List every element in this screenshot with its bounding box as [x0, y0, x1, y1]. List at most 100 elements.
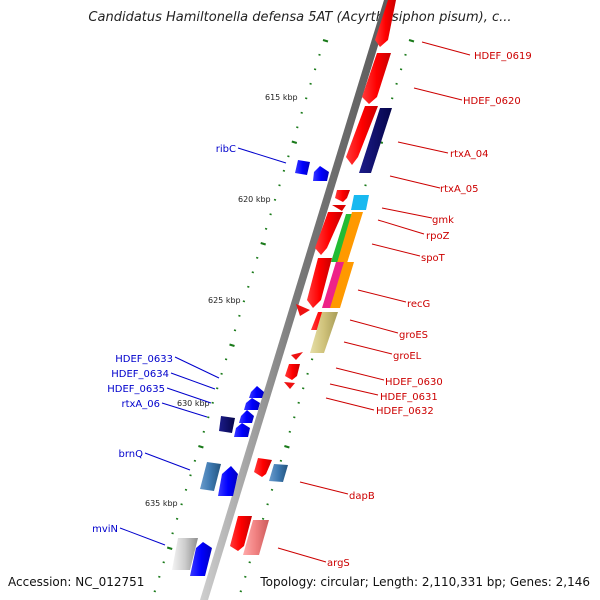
major-tick: [284, 445, 290, 449]
minor-tick: [318, 53, 321, 56]
scale-label-620: 620 kbp: [238, 195, 271, 204]
minor-tick: [364, 184, 367, 187]
gene-mviN[interactable]: [172, 538, 198, 570]
gene-dapB-red[interactable]: [254, 458, 272, 477]
gene-brnQ[interactable]: [200, 462, 221, 491]
gene-HDEF_0632[interactable]: [284, 382, 295, 389]
gene-recG-orange[interactable]: [330, 262, 354, 308]
label-HDEF_0634[interactable]: HDEF_0634: [111, 369, 169, 380]
gene-rpoZ[interactable]: [351, 195, 369, 210]
minor-tick: [404, 53, 407, 56]
minor-tick: [310, 358, 314, 361]
scale-label-635: 635 kbp: [145, 499, 178, 508]
label-HDEF_0619[interactable]: HDEF_0619: [474, 51, 532, 62]
major-tick: [408, 39, 415, 43]
label-spoT[interactable]: spoT: [421, 253, 446, 264]
minor-tick: [297, 401, 300, 404]
label-recG[interactable]: recG: [407, 299, 430, 310]
label-rtxA_04[interactable]: rtxA_04: [450, 149, 489, 160]
map-title: Candidatus Hamiltonella defensa 5AT (Acy…: [88, 10, 512, 25]
genome-summary-text: Topology: circular; Length: 2,110,331 bp…: [260, 575, 590, 589]
major-tick: [260, 242, 266, 246]
label-HDEF_0630[interactable]: HDEF_0630: [385, 377, 443, 388]
gene-rtxA_06-b[interactable]: [234, 423, 250, 437]
label-dapB[interactable]: dapB: [349, 491, 375, 502]
label-rpoZ[interactable]: rpoZ: [426, 231, 450, 242]
label-HDEF_0635[interactable]: HDEF_0635: [107, 384, 165, 395]
gene-argS-red[interactable]: [230, 516, 252, 551]
minor-tick: [270, 488, 274, 491]
label-HDEF_0631[interactable]: HDEF_0631: [380, 392, 438, 403]
gene-ribC-a[interactable]: [295, 160, 310, 175]
label-rtxA_05[interactable]: rtxA_05: [440, 184, 479, 195]
minor-tick: [202, 430, 206, 433]
accession-text: Accession: NC_012751: [8, 575, 145, 589]
forward-strand-genes: [230, 0, 396, 555]
label-HDEF_0633[interactable]: HDEF_0633: [115, 354, 173, 365]
minor-tick: [301, 387, 305, 390]
gene-mviN-b[interactable]: [190, 542, 212, 576]
minor-tick: [304, 97, 308, 100]
gene-HDEF_0635[interactable]: [239, 410, 254, 423]
minor-tick: [162, 561, 165, 564]
gene-recG-magenta[interactable]: [322, 262, 345, 308]
minor-tick: [211, 401, 214, 404]
gene-recG[interactable]: [307, 258, 332, 308]
minor-tick: [158, 575, 161, 578]
gene-spoT[interactable]: [315, 212, 343, 255]
major-tick: [322, 39, 329, 43]
reverse-strand-genes: [172, 160, 329, 576]
minor-tick: [184, 488, 188, 491]
minor-tick: [261, 517, 265, 520]
label-groEL[interactable]: groEL: [393, 351, 422, 362]
minor-tick: [153, 590, 157, 593]
gene-groES[interactable]: [296, 304, 310, 316]
gene-spoT-orange[interactable]: [337, 212, 363, 263]
label-argS[interactable]: argS: [327, 558, 350, 569]
label-HDEF_0620[interactable]: HDEF_0620: [463, 96, 521, 107]
genome-backbone: [200, 0, 392, 600]
label-gmk[interactable]: gmk: [432, 215, 454, 226]
gene-HDEF_0634[interactable]: [244, 398, 260, 410]
major-tick: [166, 546, 173, 550]
major-tick: [229, 343, 235, 347]
gene-HDEF_0619[interactable]: [375, 0, 396, 47]
gene-groEL[interactable]: [310, 312, 338, 353]
scale-label-630: 630 kbp: [177, 399, 210, 408]
gene-rtxA_06[interactable]: [219, 416, 235, 433]
gene-argS[interactable]: [243, 520, 269, 555]
gene-brnQ-b[interactable]: [218, 466, 238, 496]
label-mviN[interactable]: mviN: [92, 524, 118, 535]
minor-tick: [282, 169, 286, 172]
gene-ribC[interactable]: [313, 166, 329, 181]
minor-tick: [288, 430, 292, 433]
gene-HDEF_0620[interactable]: [362, 53, 391, 104]
minor-tick: [193, 459, 197, 462]
reverse-gene-labels: ribC HDEF_0633 HDEF_0634 HDEF_0635 rtxA_…: [92, 144, 236, 535]
minor-tick: [395, 82, 398, 85]
label-HDEF_0632[interactable]: HDEF_0632: [376, 406, 434, 417]
gene-rtxA_05[interactable]: [359, 108, 392, 173]
gene-HDEF_0631[interactable]: [285, 364, 300, 380]
gene-HDEF_0633[interactable]: [249, 386, 264, 398]
minor-tick: [399, 68, 403, 71]
gene-gmk-small: [332, 205, 346, 211]
gene-dapB[interactable]: [269, 464, 288, 482]
label-ribC[interactable]: ribC: [216, 144, 236, 155]
scale-ticks: [153, 39, 415, 593]
gene-rtxA_04[interactable]: [346, 106, 378, 165]
minor-tick: [300, 111, 303, 114]
minor-tick: [287, 155, 290, 158]
label-groES[interactable]: groES: [399, 330, 428, 341]
minor-tick: [239, 590, 243, 593]
minor-tick: [293, 416, 296, 419]
minor-tick: [296, 126, 299, 129]
label-leader-lines: [119, 41, 471, 563]
gene-gmk[interactable]: [335, 190, 350, 202]
label-rtxA_06[interactable]: rtxA_06: [121, 399, 160, 410]
label-brnQ[interactable]: brnQ: [119, 449, 144, 460]
minor-tick: [220, 372, 223, 375]
gene-HDEF_0630[interactable]: [291, 352, 303, 360]
